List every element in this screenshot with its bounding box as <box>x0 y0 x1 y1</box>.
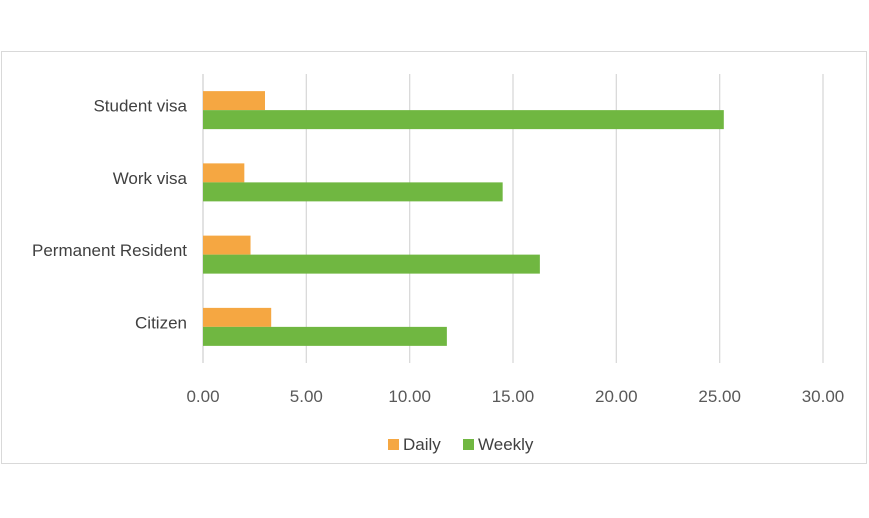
x-tick-label: 10.00 <box>388 387 431 406</box>
legend-label-daily: Daily <box>403 435 441 454</box>
x-tick-labels: 0.00 5.00 10.00 15.00 20.00 25.00 30.00 <box>186 387 844 406</box>
category-label: Student visa <box>93 97 187 116</box>
bar-weekly-1 <box>203 182 503 202</box>
bar-weekly-3 <box>203 326 447 346</box>
x-tick-label: 30.00 <box>802 387 845 406</box>
legend-label-weekly: Weekly <box>478 435 534 454</box>
category-labels: Student visa Work visa Permanent Resident C… <box>32 97 188 333</box>
bar-weekly-0 <box>203 110 724 130</box>
bar-weekly-2 <box>203 254 540 274</box>
bar-daily-0 <box>203 91 265 111</box>
legend: Daily Weekly <box>388 435 534 454</box>
category-label: Permanent Resident <box>32 241 187 260</box>
x-tick-label: 15.00 <box>492 387 535 406</box>
category-label: Citizen <box>135 313 187 332</box>
x-tick-label: 25.00 <box>698 387 741 406</box>
x-tick-label: 20.00 <box>595 387 638 406</box>
bar-daily-2 <box>203 235 251 255</box>
bar-daily-3 <box>203 307 272 327</box>
x-tick-label: 5.00 <box>290 387 323 406</box>
x-tick-label: 0.00 <box>186 387 219 406</box>
legend-swatch-daily <box>388 439 399 450</box>
chart-area: Student visa Work visa Permanent Resident C… <box>1 51 867 464</box>
chart-plot: Student visa Work visa Permanent Resident C… <box>32 74 844 454</box>
legend-swatch-weekly <box>463 439 474 450</box>
bars <box>203 91 724 346</box>
category-label: Work visa <box>113 169 188 188</box>
bar-daily-1 <box>203 163 245 183</box>
